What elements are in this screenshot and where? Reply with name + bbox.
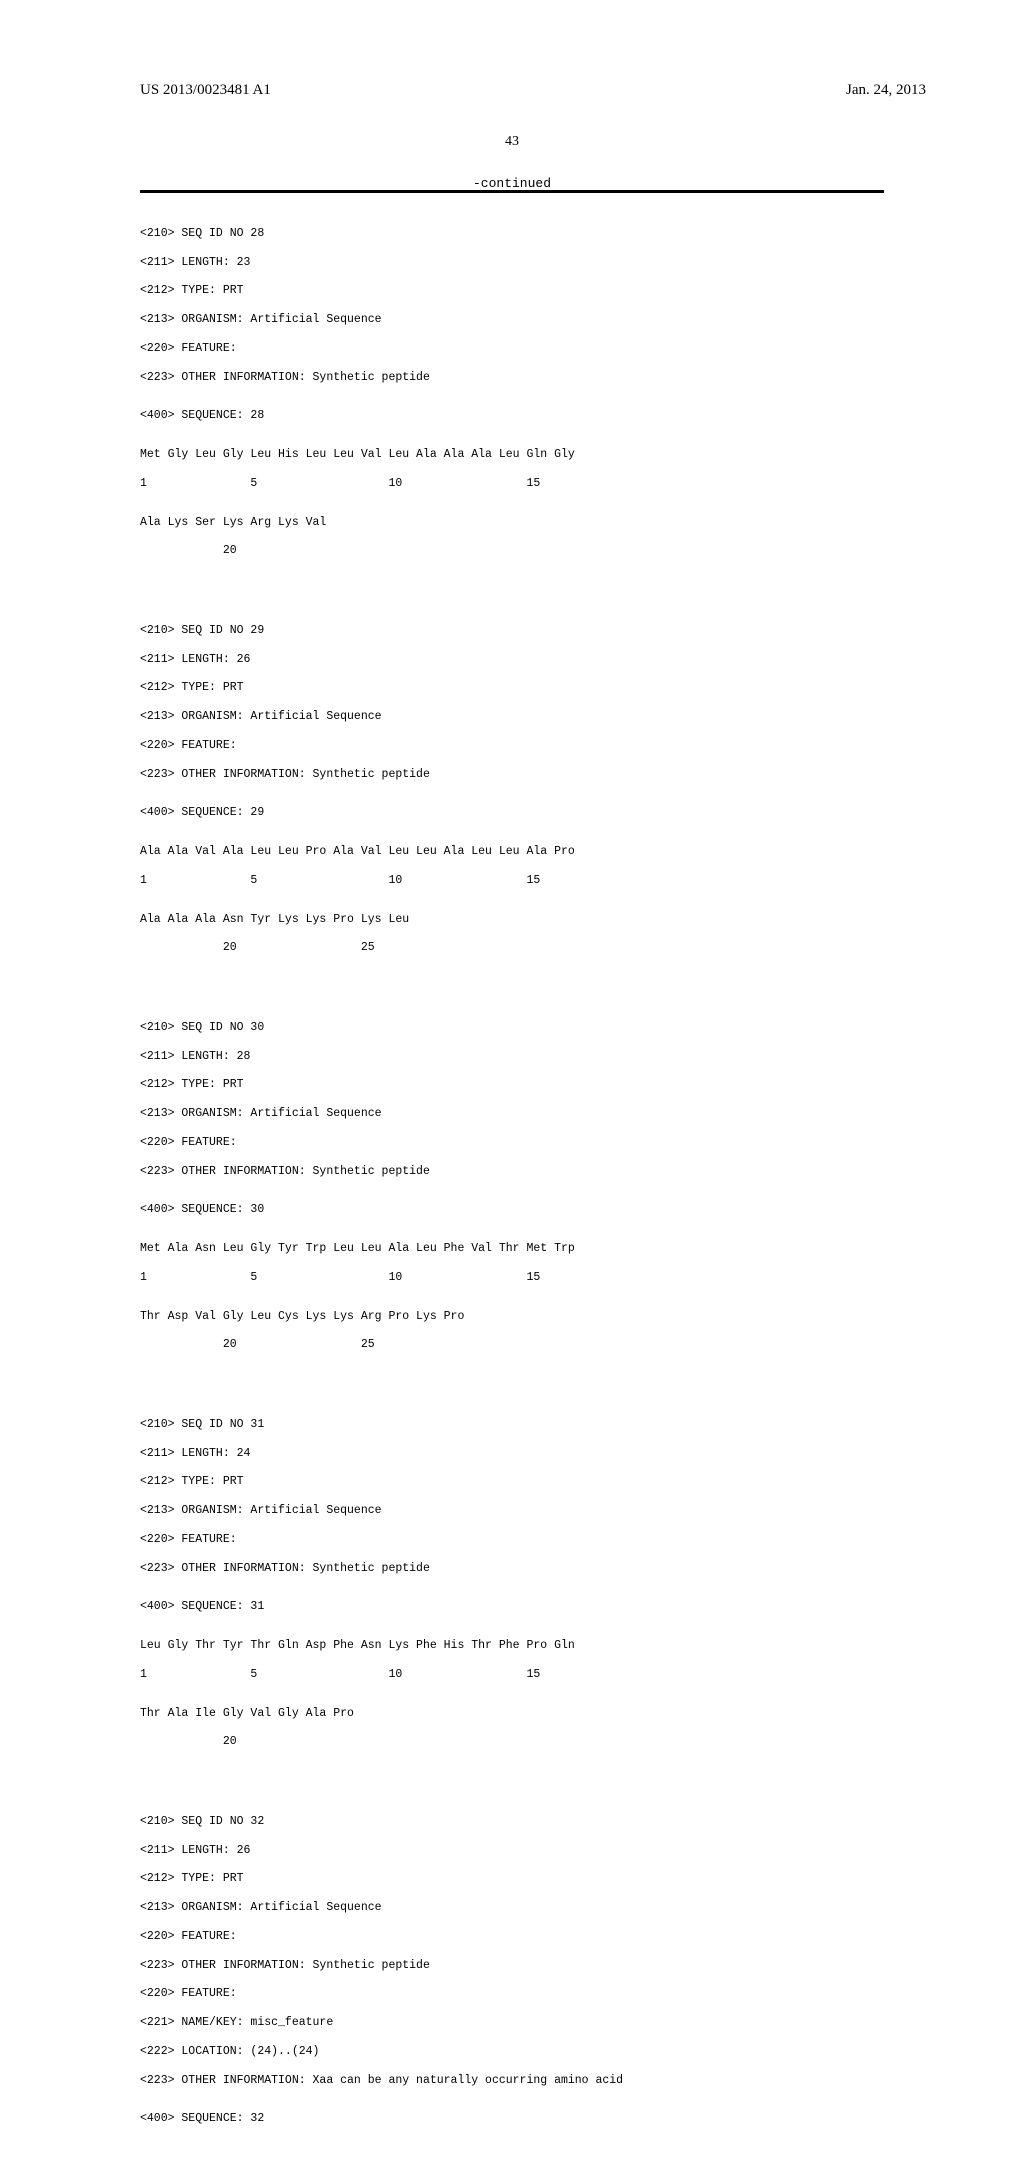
seq-feature: <220> FEATURE: <box>140 1136 884 1150</box>
seq-type: <212> TYPE: PRT <box>140 1872 884 1886</box>
seq-positions: 1 5 10 15 <box>140 1271 884 1285</box>
seq-info: <223> OTHER INFORMATION: Synthetic pepti… <box>140 1959 884 1973</box>
seq-declare: <400> SEQUENCE: 30 <box>140 1203 884 1217</box>
seq-residues: Ala Ala Ala Asn Tyr Lys Lys Pro Lys Leu <box>140 913 884 927</box>
publication-date: Jan. 24, 2013 <box>846 82 926 99</box>
seq-length: <211> LENGTH: 28 <box>140 1050 884 1064</box>
sequence-listing: <210> SEQ ID NO 28 <211> LENGTH: 23 <212… <box>140 198 884 2177</box>
seq-info: <223> OTHER INFORMATION: Synthetic pepti… <box>140 371 884 385</box>
seq-info: <223> OTHER INFORMATION: Synthetic pepti… <box>140 768 884 782</box>
sequence-block: <210> SEQ ID NO 31 <211> LENGTH: 24 <212… <box>140 1403 884 1764</box>
seq-type: <212> TYPE: PRT <box>140 1475 884 1489</box>
seq-id: <210> SEQ ID NO 29 <box>140 624 884 638</box>
seq-info: <223> OTHER INFORMATION: Synthetic pepti… <box>140 1562 884 1576</box>
seq-id: <210> SEQ ID NO 30 <box>140 1021 884 1035</box>
seq-length: <211> LENGTH: 24 <box>140 1447 884 1461</box>
seq-info: <223> OTHER INFORMATION: Xaa can be any … <box>140 2074 884 2088</box>
seq-residues: Thr Ala Ile Gly Val Gly Ala Pro <box>140 1707 884 1721</box>
seq-namekey: <221> NAME/KEY: misc_feature <box>140 2016 884 2030</box>
seq-type: <212> TYPE: PRT <box>140 1078 884 1092</box>
sequence-block: <210> SEQ ID NO 29 <211> LENGTH: 26 <212… <box>140 609 884 970</box>
seq-feature: <220> FEATURE: <box>140 342 884 356</box>
seq-id: <210> SEQ ID NO 32 <box>140 1815 884 1829</box>
seq-location: <222> LOCATION: (24)..(24) <box>140 2045 884 2059</box>
seq-feature: <220> FEATURE: <box>140 1533 884 1547</box>
seq-type: <212> TYPE: PRT <box>140 681 884 695</box>
continued-label: -continued <box>0 176 1024 191</box>
seq-residues: Ala Lys Ser Lys Arg Lys Val <box>140 516 884 530</box>
seq-positions: 1 5 10 15 <box>140 874 884 888</box>
seq-id: <210> SEQ ID NO 31 <box>140 1418 884 1432</box>
seq-positions: 1 5 10 15 <box>140 1668 884 1682</box>
seq-feature: <220> FEATURE: <box>140 1930 884 1944</box>
seq-organism: <213> ORGANISM: Artificial Sequence <box>140 313 884 327</box>
sequence-block: <210> SEQ ID NO 32 <211> LENGTH: 26 <212… <box>140 1800 884 2141</box>
sequence-block: <210> SEQ ID NO 28 <211> LENGTH: 23 <212… <box>140 212 884 573</box>
seq-residues: Met Gly Leu Gly Leu His Leu Leu Val Leu … <box>140 448 884 462</box>
seq-organism: <213> ORGANISM: Artificial Sequence <box>140 1504 884 1518</box>
seq-organism: <213> ORGANISM: Artificial Sequence <box>140 710 884 724</box>
seq-declare: <400> SEQUENCE: 32 <box>140 2112 884 2126</box>
seq-id: <210> SEQ ID NO 28 <box>140 227 884 241</box>
seq-info: <223> OTHER INFORMATION: Synthetic pepti… <box>140 1165 884 1179</box>
seq-organism: <213> ORGANISM: Artificial Sequence <box>140 1107 884 1121</box>
seq-length: <211> LENGTH: 23 <box>140 256 884 270</box>
seq-positions: 20 25 <box>140 1338 884 1352</box>
seq-declare: <400> SEQUENCE: 29 <box>140 806 884 820</box>
horizontal-rule <box>140 190 884 193</box>
page-number: 43 <box>0 134 1024 150</box>
seq-residues: Met Ala Asn Leu Gly Tyr Trp Leu Leu Ala … <box>140 1242 884 1256</box>
seq-residues: Ala Ala Val Ala Leu Leu Pro Ala Val Leu … <box>140 845 884 859</box>
seq-feature: <220> FEATURE: <box>140 1987 884 2001</box>
seq-declare: <400> SEQUENCE: 28 <box>140 409 884 423</box>
seq-positions: 1 5 10 15 <box>140 477 884 491</box>
seq-positions: 20 <box>140 544 884 558</box>
seq-length: <211> LENGTH: 26 <box>140 1844 884 1858</box>
page-header: US 2013/0023481 A1 Jan. 24, 2013 <box>0 82 1024 99</box>
seq-type: <212> TYPE: PRT <box>140 284 884 298</box>
seq-positions: 20 <box>140 1735 884 1749</box>
seq-declare: <400> SEQUENCE: 31 <box>140 1600 884 1614</box>
seq-feature: <220> FEATURE: <box>140 739 884 753</box>
seq-residues: Leu Gly Thr Tyr Thr Gln Asp Phe Asn Lys … <box>140 1639 884 1653</box>
seq-length: <211> LENGTH: 26 <box>140 653 884 667</box>
seq-residues: Thr Asp Val Gly Leu Cys Lys Lys Arg Pro … <box>140 1310 884 1324</box>
publication-number: US 2013/0023481 A1 <box>140 82 271 99</box>
seq-organism: <213> ORGANISM: Artificial Sequence <box>140 1901 884 1915</box>
sequence-block: <210> SEQ ID NO 30 <211> LENGTH: 28 <212… <box>140 1006 884 1367</box>
seq-positions: 20 25 <box>140 941 884 955</box>
